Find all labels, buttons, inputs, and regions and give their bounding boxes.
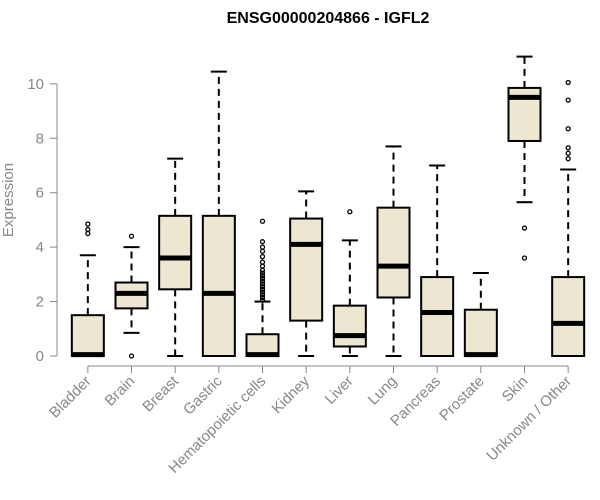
y-axis: 0 2 4 6 8 10 (27, 76, 58, 365)
outlier-point (128, 353, 135, 359)
box-pancreas (420, 164, 455, 358)
box-prostate (463, 271, 498, 358)
iqr-box (420, 276, 455, 358)
iqr-box (289, 217, 324, 322)
x-tick-label: Liver (322, 373, 357, 408)
x-tick-label: Skin (499, 373, 532, 406)
box-gastric (201, 70, 236, 357)
y-tick-label: 6 (36, 185, 44, 202)
box-lung (376, 145, 411, 357)
outlier-point (259, 239, 266, 245)
x-tick-label: Prostate (436, 373, 488, 425)
box-unknown-other (551, 79, 586, 358)
outlier-point (259, 286, 266, 292)
outlier-point (259, 273, 266, 279)
outlier-point (259, 263, 266, 269)
y-tick-label: 10 (27, 76, 44, 93)
iqr-box (201, 214, 236, 357)
outlier-point (521, 255, 528, 261)
iqr-box (158, 214, 193, 291)
box-hematopoietic-cells (245, 218, 280, 358)
outlier-point (565, 97, 571, 103)
outlier-point (259, 297, 266, 303)
iqr-box (332, 304, 367, 348)
x-tick-label: Bladder (46, 373, 95, 422)
iqr-box (376, 206, 411, 299)
outlier-point (259, 270, 266, 276)
box-breast (158, 157, 193, 357)
outlier-point (259, 267, 266, 273)
chart-title: ENSG00000204866 - IGFL2 (227, 10, 430, 27)
outlier-point (565, 126, 571, 132)
x-tick-label: Lung (365, 373, 401, 409)
box-skin (507, 55, 542, 261)
box-liver (332, 209, 367, 357)
outlier-point (259, 278, 266, 284)
x-tick-label: Breast (139, 372, 182, 415)
outlier-point (85, 221, 91, 227)
y-tick-label: 0 (36, 348, 44, 365)
outlier-point (259, 218, 266, 224)
outlier-point (565, 79, 571, 86)
outlier-point (259, 275, 266, 282)
outlier-point (259, 289, 266, 295)
outlier-point (259, 281, 266, 287)
iqr-box (463, 308, 498, 358)
outlier-point (521, 225, 528, 231)
box-bladder (70, 221, 105, 358)
box-brain (114, 233, 149, 359)
outlier-point (259, 283, 266, 290)
outlier-point (565, 150, 571, 156)
iqr-box (551, 276, 586, 358)
y-tick-label: 2 (36, 294, 44, 311)
x-tick-label: Kidney (269, 372, 314, 417)
y-tick-label: 4 (36, 239, 44, 256)
outlier-point (565, 145, 571, 151)
y-axis-label: Expression (0, 163, 17, 237)
outlier-point (259, 292, 266, 298)
box-kidney (289, 190, 324, 357)
outlier-point (347, 209, 353, 215)
outlier-point (565, 156, 571, 162)
outlier-point (259, 244, 266, 250)
outlier-point (128, 233, 135, 239)
y-tick-label: 8 (36, 130, 44, 147)
outlier-point (259, 248, 266, 254)
x-tick-label: Brain (102, 373, 139, 410)
outlier-point (85, 230, 91, 237)
box-series (70, 55, 586, 359)
outlier-point (259, 254, 266, 260)
outlier-point (259, 294, 266, 301)
outlier-point (259, 259, 266, 265)
iqr-box (70, 314, 105, 358)
outlier-point (85, 226, 91, 233)
